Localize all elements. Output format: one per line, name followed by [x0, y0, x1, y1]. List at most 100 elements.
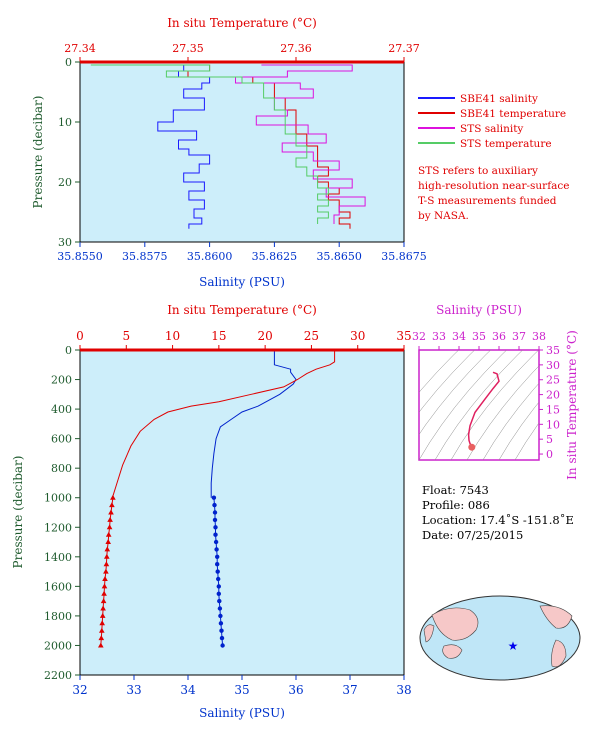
top-salinity-tick-label: 35.8650: [316, 250, 362, 263]
ts-salinity-tick-label: 35: [472, 330, 486, 343]
bottom-temperature-point: [100, 605, 106, 611]
bottom-temperature-point: [102, 576, 108, 581]
bottom-salinity-point: [213, 539, 219, 545]
bottom-salinity-point: [215, 569, 220, 574]
bottom-series-line-salinity: [210, 350, 297, 498]
bottom-temperature-point: [104, 546, 111, 552]
ts-curve: [467, 371, 500, 448]
bottom-salinity-point: [212, 517, 218, 523]
bottom-temperature-point: [100, 598, 107, 604]
ts-salinity-tick-label: 38: [532, 330, 546, 343]
bottom-temperature-point: [99, 627, 105, 633]
bottom-salinity-point: [217, 606, 223, 611]
bottom-temperature-point: [105, 531, 112, 537]
bottom-salinity-point: [214, 547, 219, 552]
top-temperature-tick-label: 27.36: [280, 42, 312, 55]
bottom-salinity-point: [213, 525, 218, 530]
ts-salinity-tick-label: 32: [412, 330, 426, 343]
bottom-pressure-tick-label: 1600: [44, 580, 72, 593]
top-temperature-tick-label: 27.34: [64, 42, 96, 55]
profile-number-text: Profile: 086: [422, 498, 490, 512]
bottom-pressure-tick-label: 2200: [44, 669, 72, 682]
top-salinity-tick-label: 35.8575: [122, 250, 168, 263]
bottom-salinity-tick-label: 33: [126, 683, 141, 697]
ts-salinity-tick-label: 33: [432, 330, 446, 343]
bottom-salinity-point: [218, 613, 223, 619]
legend-label-sts-temperature: STS temperature: [460, 138, 552, 150]
ts-density-contour: [514, 422, 539, 460]
top-chart: 35.8550 35.8575 35.8600 35.8625 35.8650 35.86…: [31, 16, 427, 289]
bottom-salinity-point: [211, 495, 217, 500]
bottom-pressure-tick-label: 200: [51, 374, 72, 387]
map-landmass-north-america: [539, 605, 573, 629]
bottom-salinity-point: [215, 554, 220, 559]
ts-plot-area: [418, 349, 540, 461]
bottom-temperature-tick-label: 30: [350, 329, 365, 343]
bottom-salinity-point: [216, 591, 221, 596]
ts-temperature-tick-label: 5: [546, 433, 553, 446]
bottom-temperature-point: [99, 620, 105, 626]
bottom-chart: 32 33 34 35 36 37 38 0 5 10 15 20 25 30 35 0 200 400 600 80…: [11, 303, 412, 720]
bottom-temperature-point: [108, 509, 114, 515]
sts-note-line-4: by NASA.: [418, 210, 469, 222]
bottom-salinity-point: [216, 584, 221, 589]
location-text: Location: 17.4˚S -151.8˚E: [422, 513, 574, 527]
sts-note-line-1: STS refers to auxiliary: [418, 165, 538, 177]
ts-temperature-tick-label: 35: [546, 344, 560, 357]
bottom-salinity-point: [217, 598, 222, 604]
bottom-pressure-tick-label: 600: [51, 433, 72, 446]
ts-density-contour: [419, 350, 507, 460]
ts-density-contour: [419, 350, 459, 393]
ts-salinity-axis-label: Salinity (PSU): [436, 303, 522, 317]
top-salinity-tick-label: 35.8550: [57, 250, 103, 263]
top-pressure-tick-label: 20: [58, 176, 72, 189]
top-pressure-tick-label: 10: [58, 116, 72, 129]
bottom-pressure-tick-label: 800: [51, 462, 72, 475]
bottom-temperature-tick-label: 5: [122, 329, 130, 343]
ts-salinity-tick-label: 36: [492, 330, 506, 343]
bottom-pressure-axis-label: Pressure (decibar): [11, 456, 25, 569]
bottom-salinity-point: [212, 502, 217, 508]
bottom-temperature-point: [106, 524, 113, 530]
bottom-temperature-point: [109, 502, 115, 508]
bottom-pressure-tick-label: 1000: [44, 492, 72, 505]
ts-deep-cluster-point: [468, 443, 476, 451]
float-id-text: Float: 7543: [422, 483, 489, 497]
map-landmass-asia: [431, 607, 479, 641]
bottom-salinity-point: [216, 576, 221, 582]
bottom-temperature-point: [103, 561, 110, 567]
bottom-salinity-point: [213, 532, 218, 537]
bottom-temperature-tick-label: 10: [165, 329, 180, 343]
world-map: ★: [419, 595, 581, 681]
bottom-axes-group: 32 33 34 35 36 37 38 0 5 10 15 20 25 30 35 0 200 400 600 80…: [44, 329, 412, 697]
bottom-temperature-tick-label: 25: [304, 329, 319, 343]
legend-label-sbe41-temperature: SBE41 temperature: [460, 108, 566, 120]
bottom-temperature-point: [103, 568, 109, 574]
map-landmass-africa: [423, 624, 435, 643]
bottom-salinity-point: [220, 643, 225, 648]
ts-temperature-tick-label: 0: [546, 448, 553, 461]
top-pressure-tick-label: 30: [58, 236, 72, 249]
ts-salinity-tick-label: 37: [512, 330, 526, 343]
legend-label-sts-salinity: STS salinity: [460, 123, 523, 135]
ts-series-group: [419, 350, 539, 460]
bottom-temperature-tick-label: 0: [76, 329, 84, 343]
ts-density-contour: [498, 401, 539, 460]
ts-density-contour: [434, 350, 523, 460]
bottom-salinity-point: [218, 621, 224, 626]
bottom-pressure-tick-label: 400: [51, 403, 72, 416]
bottom-temperature-tick-label: 15: [211, 329, 226, 343]
bottom-temperature-point: [98, 635, 105, 641]
legend-label-sbe41-salinity: SBE41 salinity: [460, 93, 538, 105]
bottom-salinity-point: [215, 562, 220, 567]
map-landmass-australia: [442, 644, 463, 659]
bottom-salinity-tick-label: 36: [288, 683, 303, 697]
bottom-salinity-axis-label: Salinity (PSU): [199, 706, 285, 720]
ts-density-contour: [450, 350, 539, 460]
bottom-temperature-point: [107, 516, 113, 522]
bottom-temperature-axis-label: In situ Temperature (°C): [167, 303, 317, 317]
top-temperature-tick-label: 27.37: [388, 42, 420, 55]
bottom-temperature-point: [104, 553, 110, 559]
top-series-group: [90, 64, 366, 229]
